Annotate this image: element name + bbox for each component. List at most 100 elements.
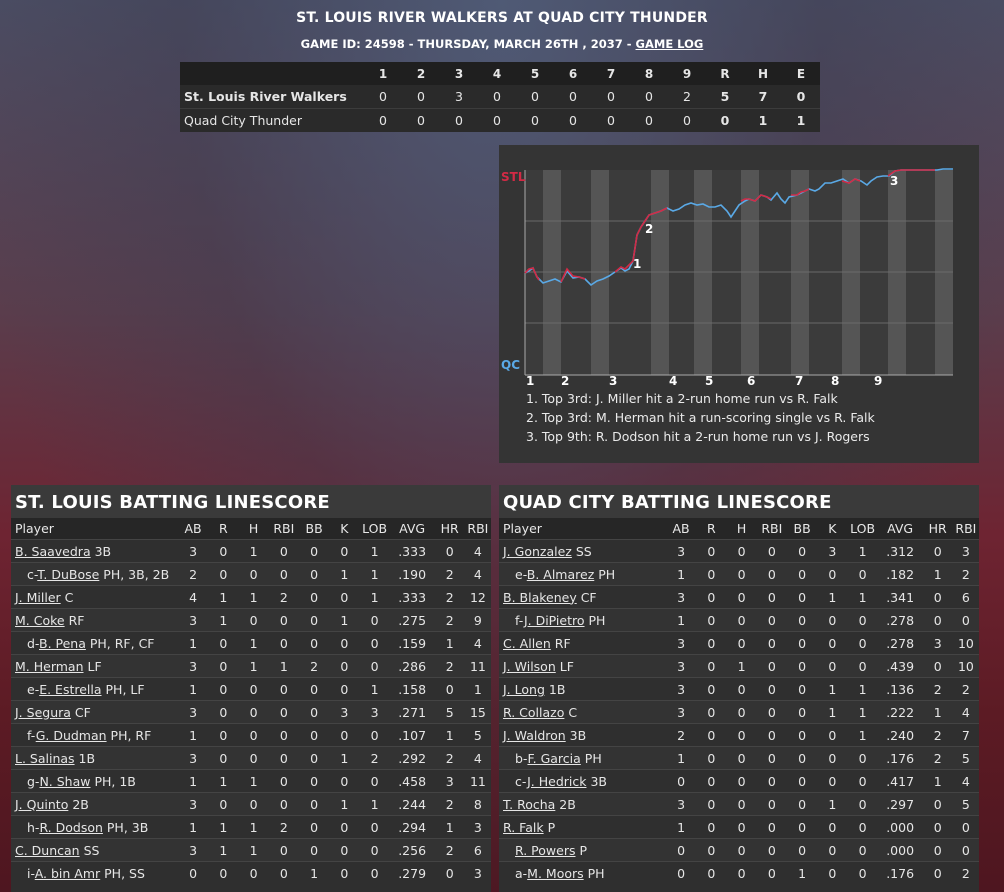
stat-r: 0 bbox=[696, 654, 727, 678]
stat-avg: .278 bbox=[877, 631, 923, 655]
player-position: SS bbox=[571, 543, 592, 559]
table-row: L. Salinas 1B 3 0 0 0 0 1 2.292 2 4 bbox=[11, 746, 491, 770]
player-name-link[interactable]: J. DiPietro bbox=[523, 612, 585, 628]
player-name-link[interactable]: F. Garcia bbox=[527, 750, 581, 766]
player-name-link[interactable]: J. Quinto bbox=[15, 796, 69, 812]
player-name-link[interactable]: R. Powers bbox=[515, 842, 576, 858]
stat-hr: 1 bbox=[434, 631, 465, 655]
stat-hr: 1 bbox=[922, 769, 953, 793]
stat-avg: .294 bbox=[389, 815, 435, 839]
stat-r: 0 bbox=[696, 838, 727, 862]
stat-hr: 0 bbox=[922, 861, 953, 884]
stat-hr: 2 bbox=[434, 654, 465, 678]
player-name-link[interactable]: G. Dudman bbox=[35, 727, 107, 743]
stat-lob: 3 bbox=[359, 700, 390, 724]
stat-lob: 2 bbox=[359, 746, 390, 770]
stat-ab: 3 bbox=[177, 746, 209, 770]
stat-k: 0 bbox=[817, 723, 848, 747]
inning-runs: 0 bbox=[478, 85, 516, 109]
stat-r: 0 bbox=[696, 562, 727, 586]
player-name-link[interactable]: J. Wilson bbox=[503, 658, 556, 674]
player-name-link[interactable]: R. Collazo bbox=[503, 704, 565, 720]
inning-runs: 2 bbox=[668, 85, 706, 109]
player-name-link[interactable]: T. DuBose bbox=[37, 566, 100, 582]
stl-batting-title: ST. LOUIS BATTING LINESCORE bbox=[11, 485, 491, 518]
stat-h: 0 bbox=[238, 562, 269, 586]
player-name-link[interactable]: B. Saavedra bbox=[15, 543, 91, 559]
stat-rbi: 0 bbox=[268, 631, 299, 655]
stat-k: 0 bbox=[329, 539, 360, 563]
stat-rbi: 0 bbox=[268, 792, 299, 816]
stat-k: 0 bbox=[817, 562, 848, 586]
player-cell: J. Miller C bbox=[11, 585, 178, 609]
player-name-link[interactable]: C. Duncan bbox=[15, 842, 80, 858]
stat-rbi: 0 bbox=[268, 700, 299, 724]
stl-segment bbox=[887, 169, 935, 177]
stat-rbi: 0 bbox=[756, 815, 787, 839]
player-name-link[interactable]: B. Almarez bbox=[526, 566, 595, 582]
inning-runs: 0 bbox=[630, 85, 668, 109]
line-score-row-away: St. Louis River Walkers 0 0 3 0 0 0 0 0 … bbox=[180, 85, 820, 109]
player-name-link[interactable]: T. Rocha bbox=[503, 796, 556, 812]
player-position: 1B bbox=[74, 750, 96, 766]
stat-rbi: 2 bbox=[268, 815, 299, 839]
stat-h: 0 bbox=[726, 769, 757, 793]
stat-avg: .278 bbox=[877, 608, 923, 632]
player-name-link[interactable]: J. Segura bbox=[15, 704, 71, 720]
player-name-link[interactable]: N. Shaw bbox=[39, 773, 91, 789]
player-name-link[interactable]: J. Gonzalez bbox=[503, 543, 572, 559]
player-position: PH, 1B bbox=[90, 773, 136, 789]
player-position: P bbox=[575, 842, 588, 858]
stat-avg: .279 bbox=[389, 861, 435, 884]
player-name-link[interactable]: C. Allen bbox=[503, 635, 551, 651]
stat-rbi-total: 6 bbox=[952, 585, 979, 609]
player-name-link[interactable]: A. bin Amr bbox=[34, 865, 101, 881]
player-cell: f-G. Dudman PH, RF bbox=[11, 723, 178, 747]
player-name-link[interactable]: E. Estrella bbox=[39, 681, 102, 697]
stat-rbi-total: 15 bbox=[464, 700, 491, 724]
player-name-link[interactable]: J. Long bbox=[503, 681, 545, 697]
stat-rbi: 0 bbox=[756, 562, 787, 586]
table-row: i-A. bin Amr PH, SS 0 0 0 0 1 0 0.279 0 3 bbox=[11, 861, 491, 884]
player-cell: J. Long 1B bbox=[499, 677, 666, 701]
stat-k: 3 bbox=[817, 539, 848, 563]
table-row: J. Gonzalez SS 3 0 0 0 0 3 1.312 0 3 bbox=[499, 539, 979, 563]
player-name-link[interactable]: J. Miller bbox=[15, 589, 61, 605]
sub-prefix: h- bbox=[27, 819, 40, 835]
stat-hr: 2 bbox=[434, 792, 465, 816]
stat-k: 1 bbox=[329, 608, 360, 632]
stat-rbi: 0 bbox=[756, 723, 787, 747]
player-name-link[interactable]: J. Hedrick bbox=[527, 773, 587, 789]
player-name-link[interactable]: L. Salinas bbox=[15, 750, 75, 766]
stat-lob: 0 bbox=[847, 631, 878, 655]
line-score-table: 1 2 3 4 5 6 7 8 9 R H E St. Louis River … bbox=[180, 62, 820, 132]
stat-ab: 3 bbox=[177, 539, 209, 563]
player-name-link[interactable]: M. Moors bbox=[527, 865, 584, 881]
stat-r: 0 bbox=[696, 539, 727, 563]
stat-lob: 0 bbox=[847, 792, 878, 816]
table-row: R. Falk P 1 0 0 0 0 0 0.000 0 0 bbox=[499, 815, 979, 839]
player-name-link[interactable]: R. Dodson bbox=[39, 819, 103, 835]
player-name-link[interactable]: J. Waldron bbox=[503, 727, 566, 743]
stat-hr: 0 bbox=[922, 608, 953, 632]
stat-lob: 0 bbox=[359, 769, 390, 793]
stat-k: 0 bbox=[329, 631, 360, 655]
player-name-link[interactable]: R. Falk bbox=[503, 819, 544, 835]
sub-prefix: b- bbox=[515, 750, 528, 766]
player-name-link[interactable]: B. Pena bbox=[39, 635, 86, 651]
stat-h: 0 bbox=[726, 562, 757, 586]
inning-header: 5 bbox=[516, 62, 554, 85]
game-log-link[interactable]: GAME LOG bbox=[635, 37, 704, 51]
stat-rbi: 0 bbox=[268, 861, 299, 884]
player-name-link[interactable]: M. Coke bbox=[15, 612, 65, 628]
qc-probability-line bbox=[524, 168, 953, 287]
line-score-header: 1 2 3 4 5 6 7 8 9 R H E bbox=[180, 62, 820, 85]
player-name-link[interactable]: M. Herman bbox=[15, 658, 84, 674]
stat-k: 0 bbox=[817, 746, 848, 770]
column-header-h: H bbox=[238, 518, 269, 540]
team-name: St. Louis River Walkers bbox=[180, 85, 364, 109]
player-name-link[interactable]: B. Blakeney bbox=[503, 589, 577, 605]
inning-header: 3 bbox=[440, 62, 478, 85]
sub-prefix: a- bbox=[515, 865, 528, 881]
inning-runs: 0 bbox=[531, 113, 539, 128]
